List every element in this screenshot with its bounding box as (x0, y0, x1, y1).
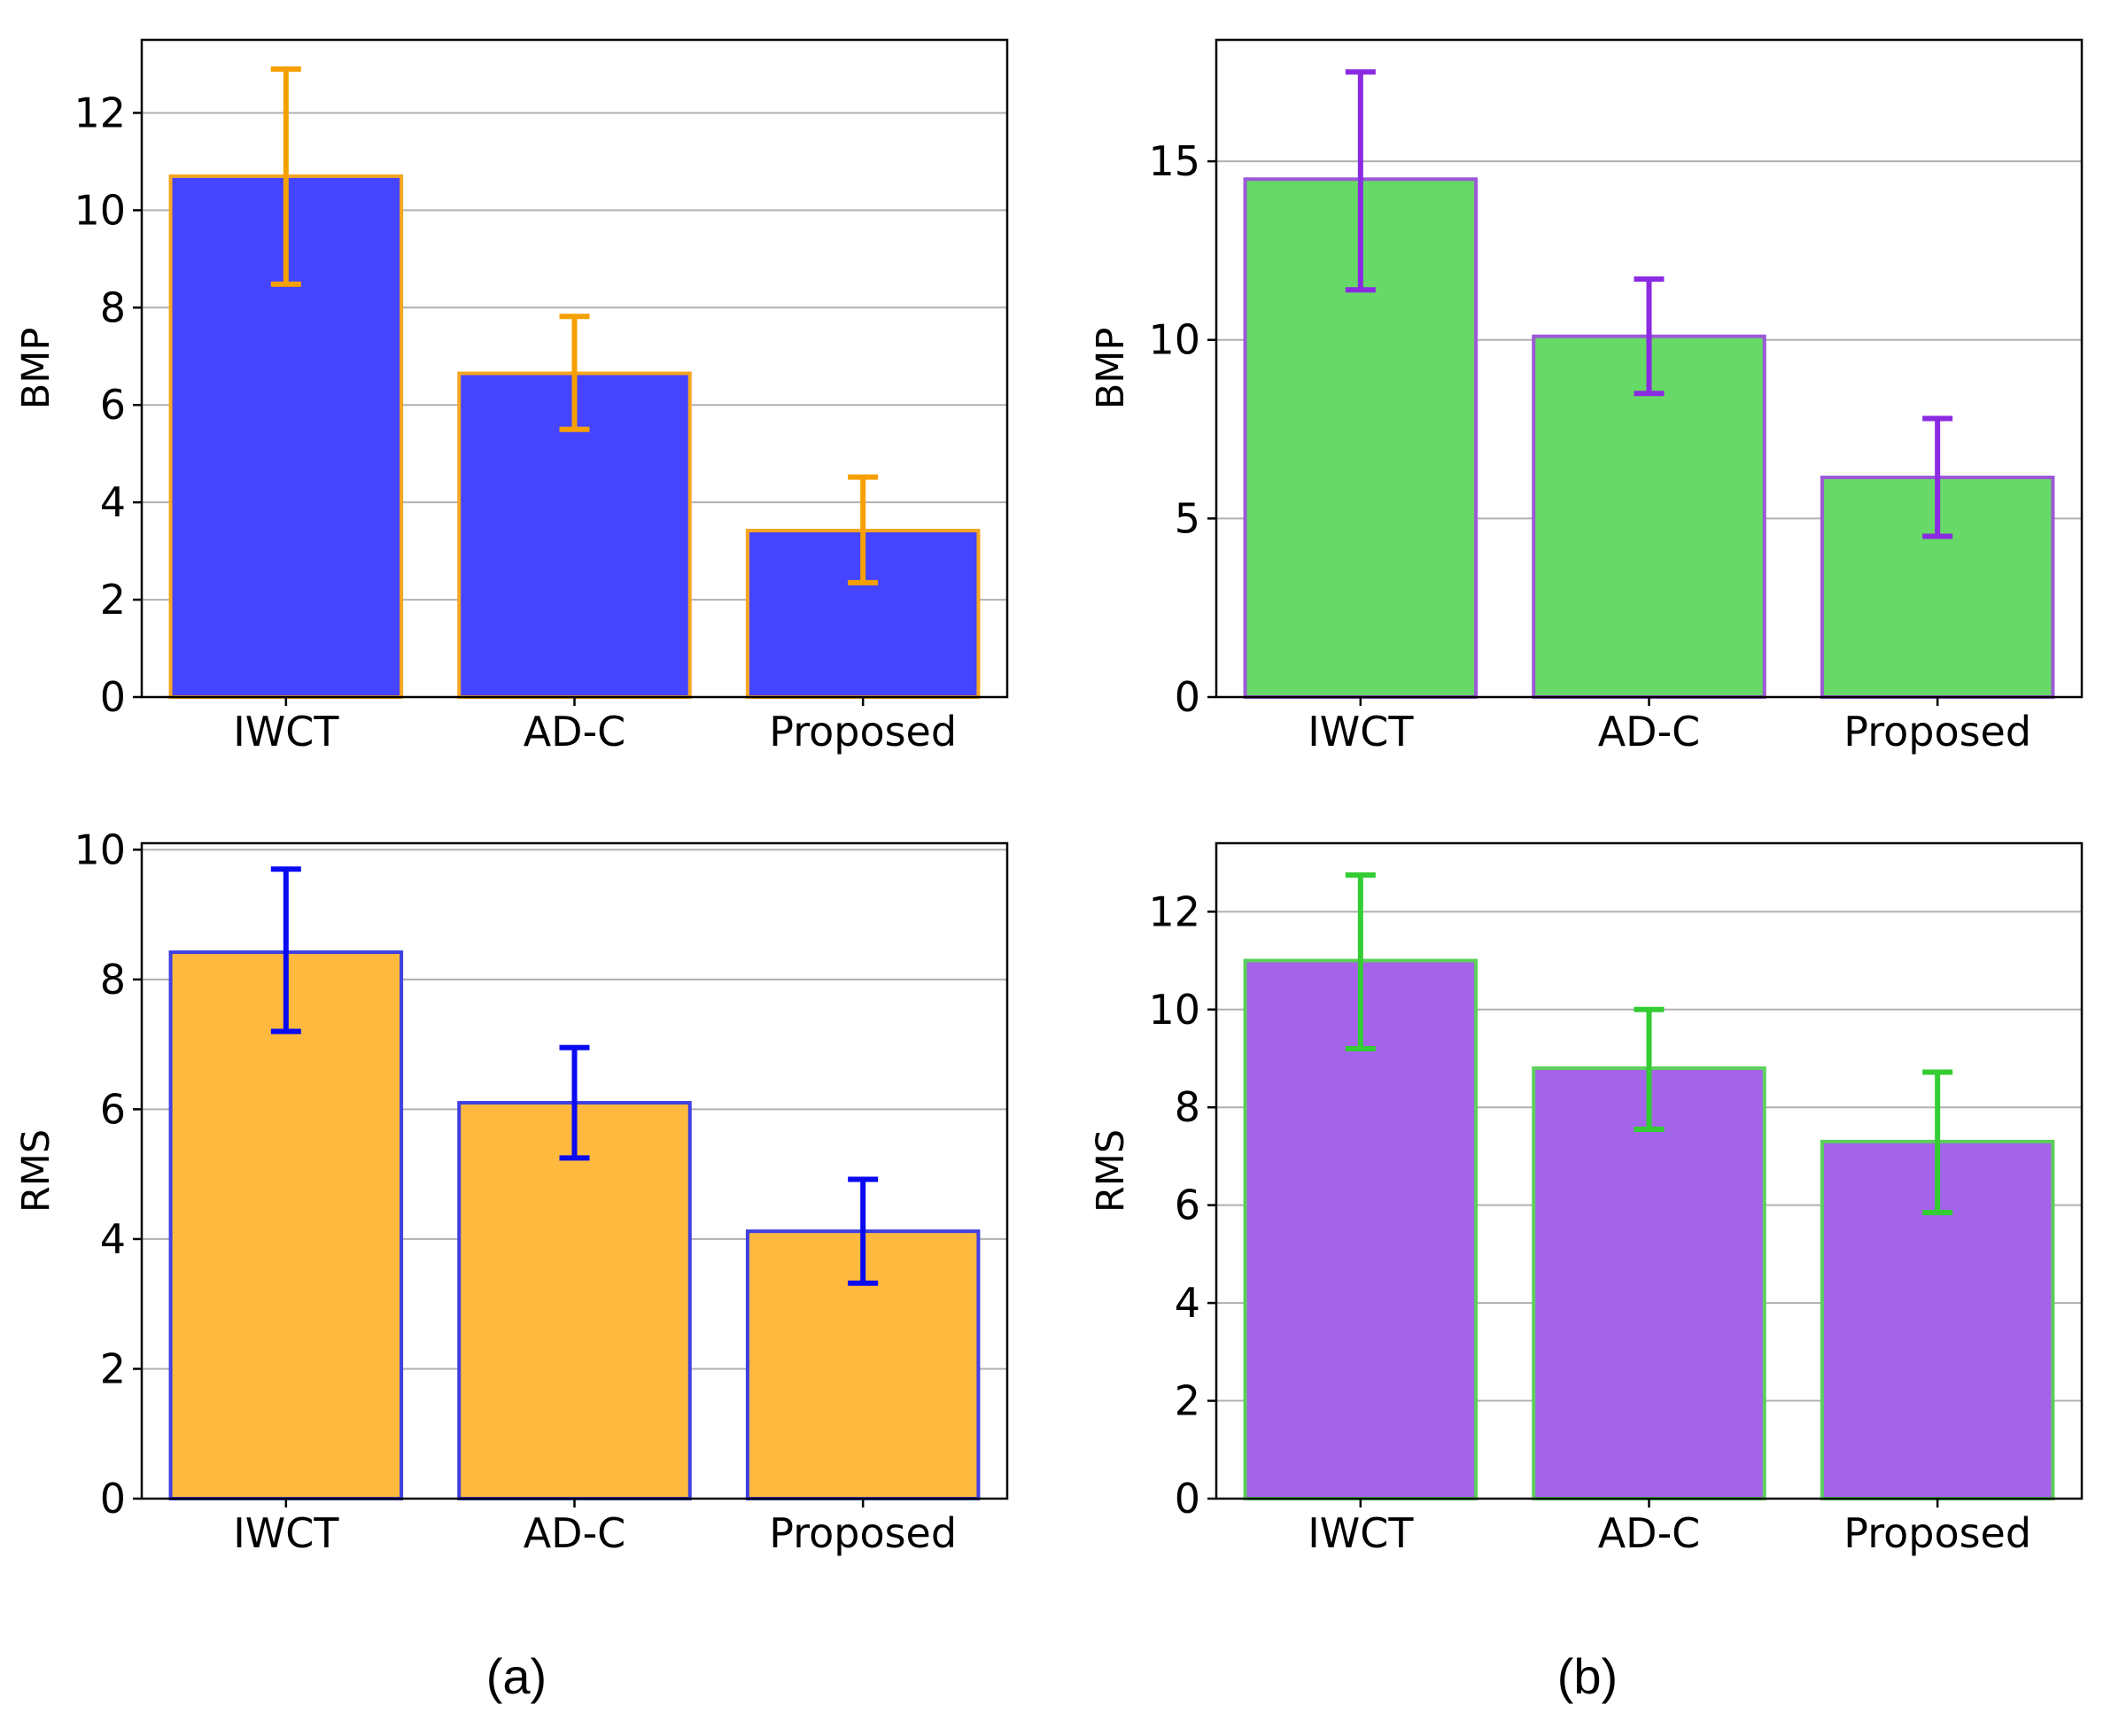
chart-b-bottom-rms: IWCT AD-C Proposed 0 2 4 6 8 10 12 RMS (1089, 841, 2084, 1557)
panel-label-a: (a) (486, 1648, 547, 1704)
axes-frame-b-bottom (1215, 841, 2084, 1500)
y-tick-label-a-bottom-3: 6 (100, 1085, 126, 1133)
bar-b-top-ad-c (1532, 334, 1766, 699)
y-tick-label-a-top-5: 10 (74, 186, 126, 234)
bar-b-bottom-ad-c (1532, 1066, 1766, 1501)
y-tick-label-b-top-2: 10 (1148, 316, 1200, 364)
y-tick-label-b-bottom-0: 0 (1175, 1475, 1200, 1523)
x-tick-label-a-top-2: Proposed (769, 708, 957, 756)
y-tick-label-b-bottom-2: 4 (1175, 1279, 1200, 1327)
bar-a-bottom-iwct (168, 950, 404, 1500)
y-tick-label-a-bottom-2: 4 (100, 1215, 126, 1263)
axes-frame-a-top (140, 38, 1009, 699)
x-tick-label-a-bottom-0: IWCT (233, 1509, 339, 1557)
y-axis-label-a-top: BMP (14, 328, 58, 410)
x-tick-label-b-bottom-0: IWCT (1308, 1509, 1414, 1557)
y-tick-label-a-top-1: 2 (100, 576, 126, 624)
y-axis-label-a-bottom: RMS (14, 1129, 58, 1213)
axes-frame-b-top (1215, 38, 2084, 699)
x-tick-label-b-bottom-1: AD-C (1598, 1509, 1701, 1557)
y-tick-label-b-bottom-4: 8 (1175, 1083, 1200, 1131)
y-tick-label-a-top-2: 4 (100, 478, 126, 526)
y-tick-label-b-top-0: 0 (1175, 673, 1200, 721)
x-tick-label-b-top-0: IWCT (1308, 708, 1414, 756)
chart-a-bottom-rms: IWCT AD-C Proposed 0 2 4 6 8 10 RMS (14, 825, 1009, 1557)
y-tick-label-b-bottom-5: 10 (1148, 986, 1200, 1034)
y-tick-label-a-bottom-0: 0 (100, 1475, 126, 1523)
y-tick-label-a-top-4: 8 (100, 283, 126, 331)
bar-a-bottom-ad-c (457, 1101, 692, 1501)
y-axis-label-b-top: BMP (1089, 328, 1133, 410)
y-tick-label-b-bottom-6: 12 (1148, 887, 1200, 935)
y-tick-label-b-top-1: 5 (1175, 494, 1200, 542)
chart-a-top-bmp: IWCT AD-C Proposed 0 2 4 6 8 10 12 BMP (14, 38, 1009, 756)
y-tick-label-a-bottom-1: 2 (100, 1345, 126, 1392)
y-tick-label-a-top-6: 12 (74, 89, 126, 136)
y-axis-label-b-bottom: RMS (1089, 1129, 1133, 1213)
y-tick-label-b-bottom-3: 6 (1175, 1182, 1200, 1229)
y-tick-label-a-top-0: 0 (100, 673, 126, 721)
x-tick-label-a-bottom-2: Proposed (769, 1509, 957, 1557)
y-tick-label-b-bottom-1: 2 (1175, 1377, 1200, 1425)
panel-label-b: (b) (1557, 1648, 1618, 1704)
x-tick-label-a-top-1: AD-C (524, 708, 626, 756)
x-tick-label-b-top-2: Proposed (1843, 708, 2031, 756)
x-tick-label-a-bottom-1: AD-C (524, 1509, 626, 1557)
x-tick-label-b-top-1: AD-C (1598, 708, 1701, 756)
chart-b-top-bmp: IWCT AD-C Proposed 0 5 10 15 BMP (1089, 38, 2084, 756)
y-tick-label-a-top-3: 6 (100, 381, 126, 429)
y-tick-label-a-bottom-4: 8 (100, 956, 126, 1004)
x-tick-label-a-top-0: IWCT (233, 708, 339, 756)
x-tick-label-b-bottom-2: Proposed (1843, 1509, 2031, 1557)
y-tick-label-a-bottom-5: 10 (74, 825, 126, 873)
axes-frame-a-bottom (140, 841, 1009, 1500)
y-tick-label-b-top-3: 15 (1148, 137, 1200, 185)
